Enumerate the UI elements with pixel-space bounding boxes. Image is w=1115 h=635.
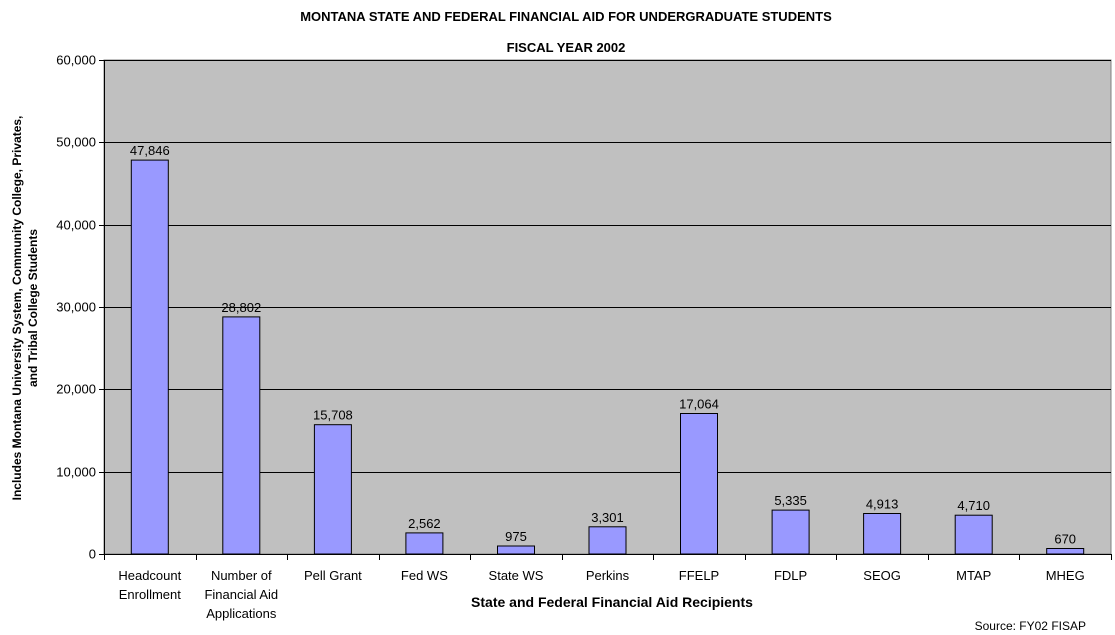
bar [222,316,261,555]
x-tick-label: State WS [489,568,544,583]
chart-subtitle: FISCAL YEAR 2002 [507,40,626,55]
bar [863,513,902,555]
y-tick-label: 0 [89,547,96,562]
x-tick-label: Perkins [586,568,630,583]
source-note: Source: FY02 FISAP [975,619,1086,633]
x-tick-label: MTAP [956,568,991,583]
y-tick-label: 50,000 [56,135,96,150]
y-axis-title-line-2: and Tribal College Students [26,229,40,387]
bar [313,424,352,555]
data-label: 3,301 [591,510,624,525]
data-label: 28,802 [221,300,261,315]
y-tick-label: 20,000 [56,382,96,397]
data-label: 975 [505,529,527,544]
data-label: 4,913 [866,497,899,512]
y-axis-title-line-1: Includes Montana University System, Comm… [10,116,24,501]
bar [130,159,169,555]
x-tick-label: Headcount Enrollment [118,568,181,602]
x-tick-label: FDLP [774,568,807,583]
y-axis-title: Includes Montana University System, Comm… [10,116,40,501]
bar [1046,548,1085,555]
x-tick-label: Number of Financial Aid Applications [204,568,278,621]
data-label: 15,708 [313,408,353,423]
bar [405,532,444,555]
y-tick-label: 40,000 [56,218,96,233]
y-tick-label: 60,000 [56,53,96,68]
bar [680,413,718,555]
data-labels: 47,846 28,802 15,708 2,562 975 3,301 17,064 5,3… [130,143,1076,546]
chart-title: MONTANA STATE AND FEDERAL FINANCIAL AID … [300,9,832,24]
bar [954,514,993,555]
data-label: 2,562 [408,516,441,531]
x-tick-label: Fed WS [401,568,448,583]
x-tick-label: Pell Grant [304,568,362,583]
x-axis-title: State and Federal Financial Aid Recipien… [471,594,753,610]
bars [130,159,1085,555]
data-label: 4,710 [957,498,990,513]
y-tick-label: 30,000 [56,300,96,315]
axes [99,60,1112,560]
data-label: 5,335 [774,493,807,508]
data-label: 47,846 [130,143,170,158]
data-label: 670 [1054,532,1076,547]
x-tick-label: MHEG [1046,568,1085,583]
x-tick-label: SEOG [863,568,901,583]
x-tick-label: FFELP [679,568,719,583]
bar [497,545,535,555]
y-tick-labels: 0 10,000 20,000 30,000 40,000 50,000 60,000 [56,53,96,562]
data-label: 17,064 [679,397,719,412]
y-tick-label: 10,000 [56,465,96,480]
bar [771,509,810,555]
x-tick-labels: Headcount Enrollment Number of Financial Ai… [118,568,1084,621]
gridlines [104,60,1111,473]
bar [588,526,627,555]
